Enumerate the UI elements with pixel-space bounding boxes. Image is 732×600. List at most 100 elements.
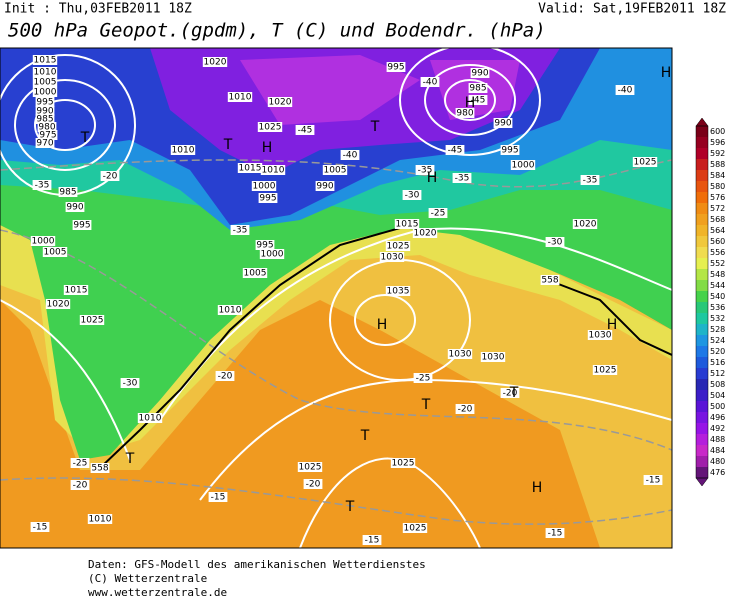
isotherm-label: -15: [211, 493, 226, 503]
map-frame: [0, 47, 673, 549]
isobar-label: 1015: [34, 56, 57, 66]
color-step-label: 580: [710, 182, 725, 191]
color-step: [696, 148, 708, 159]
label-box: [208, 492, 228, 502]
label-box: [643, 475, 663, 485]
color-step-label: 504: [710, 391, 725, 400]
isobar-label: 995: [259, 194, 276, 204]
color-step: [696, 126, 708, 137]
contour-label: 558: [91, 464, 108, 474]
color-step-label: 592: [710, 149, 725, 158]
color-step-label: 540: [710, 292, 725, 301]
pressure-center: T: [80, 130, 90, 146]
label-box: [303, 479, 323, 489]
label-box: [632, 157, 658, 167]
label-box: [35, 114, 55, 124]
isobar-label: 980: [38, 123, 55, 133]
label-box: [32, 180, 52, 190]
pressure-center: T: [509, 385, 519, 401]
footer-line: (C) Wetterzentrale: [88, 572, 207, 585]
label-box: [37, 122, 57, 132]
isotherm-label: -35: [583, 176, 598, 186]
color-step: [696, 203, 708, 214]
label-box: [227, 92, 253, 102]
color-scale-cap: [695, 117, 709, 127]
label-box: [267, 97, 293, 107]
isobar-label: 1000: [512, 161, 535, 171]
isobar-label: 1005: [244, 269, 267, 279]
isobar-label: 1025: [634, 158, 657, 168]
label-box: [32, 55, 58, 65]
label-box: [615, 85, 635, 95]
label-box: [257, 122, 283, 132]
label-box: [385, 286, 411, 296]
label-box: [32, 77, 58, 87]
label-box: [251, 181, 277, 191]
isotherm-label: -20: [503, 389, 518, 399]
label-box: [580, 175, 600, 185]
isobar-label: 1020: [204, 58, 227, 68]
pressure-center: T: [360, 428, 370, 444]
label-box: [30, 522, 50, 532]
isobar-label: 1030: [381, 253, 404, 263]
color-step: [696, 456, 708, 467]
pressure-center: H: [532, 480, 543, 496]
color-step-label: 528: [710, 325, 725, 334]
color-step: [696, 269, 708, 280]
pressure-center: H: [465, 95, 476, 111]
label-box: [38, 130, 58, 140]
footer-line: www.wetterzentrale.de: [88, 586, 227, 599]
isotherm-label: -40: [618, 86, 633, 96]
label-box: [447, 349, 473, 359]
isobar-label: 990: [494, 119, 511, 129]
color-step-label: 508: [710, 380, 725, 389]
label-box: [592, 365, 618, 375]
label-box: [63, 285, 89, 295]
label-box: [90, 463, 110, 473]
isobar-label: 1005: [44, 248, 67, 258]
color-step-label: 532: [710, 314, 725, 323]
color-step: [696, 159, 708, 170]
isotherm-label: -30: [123, 379, 138, 389]
label-box: [58, 187, 78, 197]
color-step: [696, 225, 708, 236]
label-box: [35, 106, 55, 116]
label-box: [385, 241, 411, 251]
color-step-label: 536: [710, 303, 725, 312]
isobar-label: 1010: [262, 166, 285, 176]
isotherm-label: -35: [418, 166, 433, 176]
color-step: [696, 214, 708, 225]
label-box: [297, 462, 323, 472]
valid-time: Valid: Sat,19FEB2011 18Z: [538, 2, 726, 17]
isobar-label: 1010: [139, 414, 162, 424]
isobar-label: 995: [36, 98, 53, 108]
isotherm-label: -15: [548, 529, 563, 539]
footer-line: Daten: GFS-Modell des amerikanischen Wet…: [88, 558, 426, 571]
label-box: [295, 125, 315, 135]
isobar-label: 1010: [219, 306, 242, 316]
label-box: [70, 458, 90, 468]
isobar-label: 1025: [81, 316, 104, 326]
color-step: [696, 247, 708, 258]
pressure-center: H: [661, 65, 672, 81]
label-box: [322, 165, 348, 175]
isotherms: [0, 159, 672, 525]
isobar-label: 1000: [261, 250, 284, 260]
isotherm-label: -15: [646, 476, 661, 486]
color-scale-cap: [695, 477, 709, 487]
isobar-label: 990: [66, 203, 83, 213]
isotherm-label: -30: [548, 238, 563, 248]
color-step-label: 568: [710, 215, 725, 224]
color-step-label: 544: [710, 281, 725, 290]
label-box: [500, 388, 520, 398]
color-step-label: 564: [710, 226, 725, 235]
isobar-label: 985: [36, 115, 53, 125]
isobar-label: 1025: [404, 524, 427, 534]
isobar-label: 1020: [414, 229, 437, 239]
color-step-label: 584: [710, 171, 725, 180]
magenta-region: [240, 55, 520, 125]
color-step-label: 524: [710, 336, 725, 345]
label-box: [79, 315, 105, 325]
isobar-label: 980: [456, 109, 473, 119]
